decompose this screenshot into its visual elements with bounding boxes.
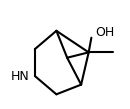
Text: OH: OH <box>95 26 114 39</box>
Text: HN: HN <box>11 70 30 83</box>
